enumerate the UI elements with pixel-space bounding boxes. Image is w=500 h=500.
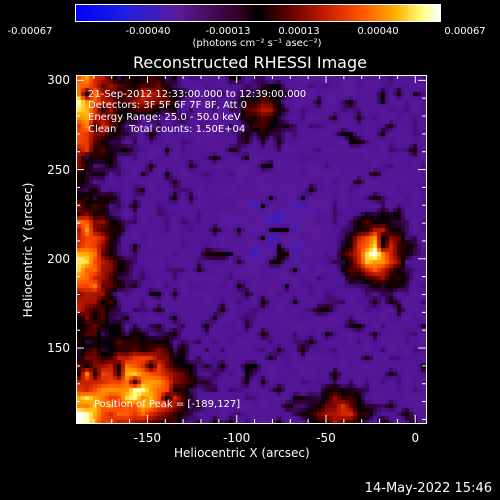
heatmap-image — [77, 76, 426, 423]
colorbar-tick: 0.00013 — [278, 26, 320, 37]
annotation-time: 21-Sep-2012 12:33:00.000 to 12:39:00.000 — [88, 89, 307, 100]
annotation-energy: Energy Range: 25.0 - 50.0 keV — [88, 112, 241, 123]
y-axis-label: Heliocentric Y (arcsec) — [21, 182, 35, 318]
chart-title: Reconstructed RHESSI Image — [133, 53, 367, 72]
y-tick-label: 200 — [47, 251, 70, 266]
x-axis-label: Heliocentric X (arcsec) — [174, 446, 310, 460]
colorbar-tick: 0.00040 — [357, 26, 399, 37]
colorbar — [75, 4, 441, 22]
annotation-clean: Clean Total counts: 1.50E+04 — [88, 124, 246, 135]
x-tick-label: -100 — [223, 431, 251, 445]
y-tick-label: 150 — [47, 341, 70, 356]
annotation-detectors: Detectors: 3F 5F 6F 7F 8F, Att 0 — [88, 100, 248, 111]
colorbar-tick: -0.00013 — [205, 26, 251, 37]
colorbar-tick: -0.00040 — [125, 26, 171, 37]
timestamp: 14-May-2022 15:46 — [364, 481, 492, 496]
plot-area: 21-Sep-2012 12:33:00.000 to 12:39:00.000… — [76, 75, 427, 424]
colorbar-units: (photons cm⁻² s⁻¹ asec⁻²) — [192, 38, 322, 49]
colorbar-tick: 0.00067 — [444, 26, 486, 37]
x-tick-label: -50 — [316, 431, 336, 445]
y-tick-label: 300 — [47, 73, 70, 88]
x-tick-label: 0 — [411, 431, 420, 445]
x-tick-label: -150 — [133, 431, 162, 445]
colorbar-tick: -0.00067 — [7, 26, 53, 37]
y-tick-label: 250 — [47, 162, 70, 177]
peak-position-label: Position of Peak = [-189,127] — [94, 399, 241, 410]
